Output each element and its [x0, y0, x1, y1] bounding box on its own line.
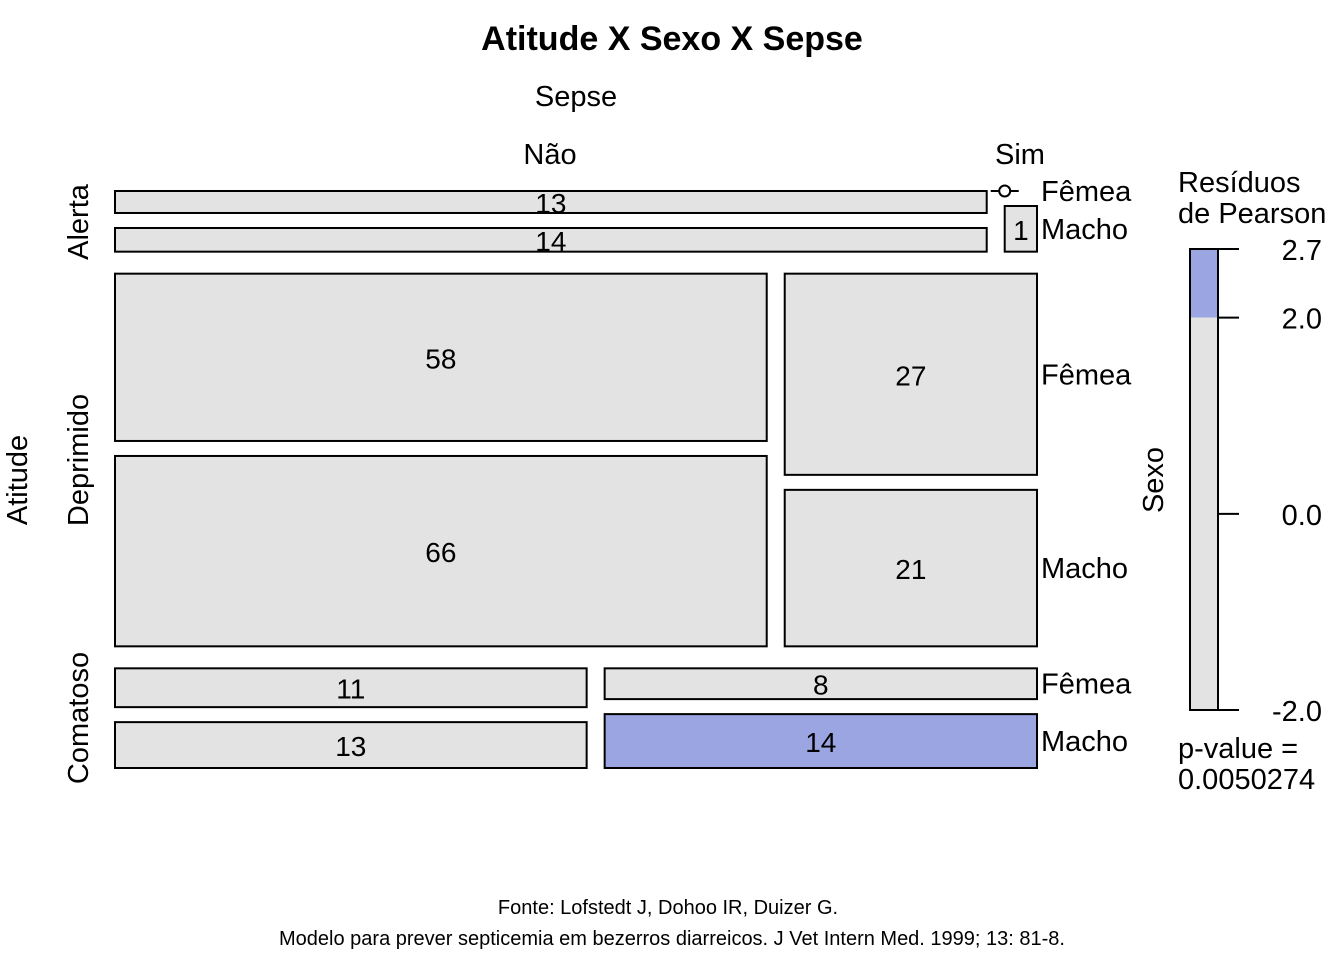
row-level-alerta: Alerta — [63, 183, 95, 260]
sex-label-alerta-macho: Macho — [1041, 214, 1128, 246]
pvalue-line-2: 0.0050274 — [1178, 764, 1315, 796]
residual-color-legend: 2.7 2.0 0.0 -2.0 — [1189, 235, 1322, 728]
cell-deprimido-sim-femea-count: 27 — [895, 360, 926, 391]
cell-deprimido-nao-femea-count: 58 — [425, 343, 456, 374]
sex-level-labels: Fêmea Macho Fêmea Macho Fêmea Macho — [1041, 176, 1132, 758]
cell-comatoso-nao-macho-count: 13 — [335, 731, 366, 762]
legend-tick-label: -2.0 — [1272, 696, 1322, 728]
cell-deprimido-sim-femea — [783, 272, 1039, 476]
cell-alerta-nao-macho — [114, 226, 988, 253]
sex-label-alerta-femea: Fêmea — [1041, 176, 1132, 208]
caption-source: Fonte: Lofstedt J, Dohoo IR, Duizer G. — [498, 897, 838, 919]
row-variable-label: Atitude — [2, 435, 34, 525]
cell-comatoso-sim-femea-count: 8 — [813, 670, 829, 701]
cell-comatoso-sim-macho-count: 14 — [805, 727, 836, 758]
cell-comatoso-sim-femea — [603, 667, 1038, 701]
legend-tick-label: 2.0 — [1282, 304, 1322, 336]
legend-tick-label: 0.0 — [1282, 500, 1322, 532]
cell-deprimido-sim-macho — [783, 488, 1039, 648]
cell-comatoso-nao-macho — [114, 721, 588, 770]
cell-deprimido-nao-macho-count: 66 — [425, 537, 456, 568]
cell-alerta-sim-macho-count: 1 — [1013, 215, 1029, 246]
legend-positive-band — [1190, 249, 1218, 318]
row-level-comatoso: Comatoso — [63, 652, 95, 784]
legend-title-line-2: de Pearson — [1178, 198, 1326, 230]
legend-neutral-band — [1190, 317, 1218, 710]
pvalue-line-1: p-value = — [1178, 733, 1298, 765]
column-variable-label: Sepse — [535, 81, 617, 113]
cell-alerta-nao-femea — [114, 190, 988, 214]
cell-comatoso-nao-femea — [114, 667, 588, 709]
cell-alerta-nao-macho-count: 14 — [535, 226, 566, 257]
cell-comatoso-nao-femea-count: 11 — [336, 674, 365, 705]
chart-title: Atitude X Sexo X Sepse — [481, 20, 863, 58]
cell-alerta-sim-femea-zero-dot — [998, 184, 1012, 198]
cell-deprimido-sim-macho-count: 21 — [895, 554, 926, 585]
sex-label-deprimido-femea: Fêmea — [1041, 359, 1132, 391]
row-level-deprimido: Deprimido — [63, 394, 95, 526]
cell-comatoso-sim-macho — [603, 713, 1038, 770]
legend-tick-label: 2.7 — [1282, 235, 1322, 267]
sex-label-deprimido-macho: Macho — [1041, 553, 1128, 585]
inner-variable-label: Sexo — [1138, 447, 1170, 513]
column-level-sim: Sim — [995, 139, 1045, 171]
cell-deprimido-nao-femea — [114, 272, 768, 442]
legend-title-line-1: Resíduos — [1178, 167, 1301, 199]
cell-alerta-nao-femea-count: 13 — [535, 188, 566, 219]
mosaic-cells: 13 14 1 58 66 27 21 11 13 8 14 — [114, 184, 1039, 770]
column-level-nao: Não — [523, 139, 576, 171]
legend-bar-frame — [1189, 248, 1219, 711]
sex-label-comatoso-macho: Macho — [1041, 726, 1128, 758]
cell-alerta-sim-macho — [1003, 205, 1039, 253]
caption-reference: Modelo para prever septicemia em bezerro… — [279, 928, 1065, 950]
cell-deprimido-nao-macho — [114, 454, 768, 648]
sex-label-comatoso-femea: Fêmea — [1041, 669, 1132, 701]
